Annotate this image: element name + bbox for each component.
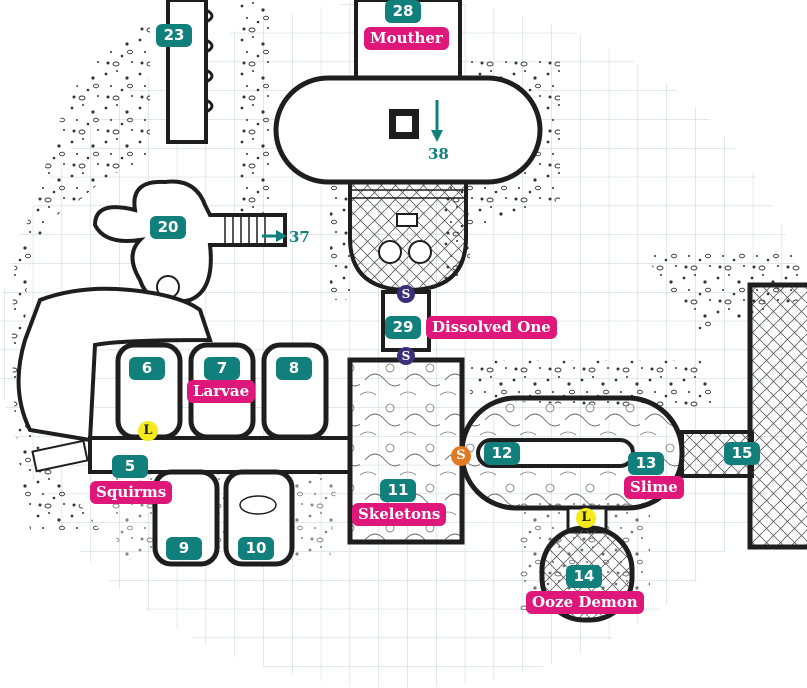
room-28-annex [348, 180, 468, 293]
room-14-tag: 14 [566, 565, 602, 588]
room-15-shape [680, 282, 807, 550]
room-23-tag: 23 [156, 24, 192, 47]
west-cave-shape [16, 286, 213, 443]
marker-l-west: L [138, 421, 158, 441]
room-11-label: Skeletons [352, 503, 447, 526]
room-12-tag: 12 [484, 442, 520, 465]
marker-s-12: S [451, 446, 471, 466]
exit-arrows [262, 100, 443, 242]
exit-37-label: 37 [289, 228, 310, 246]
room-7-tag: 7 [204, 357, 240, 380]
room-11-tag: 11 [380, 479, 416, 502]
exit-38-label: 38 [428, 145, 449, 163]
room-23-shape [166, 0, 214, 144]
room-15-tag: 15 [724, 442, 760, 465]
room-9-tag: 9 [166, 537, 202, 560]
room-28-label: Mouther [364, 27, 449, 50]
marker-l-south: L [576, 508, 596, 528]
marker-s-29-south: S [397, 347, 415, 365]
room-29-tag: 29 [385, 316, 421, 339]
room-28-tag: 28 [385, 0, 421, 23]
marker-s-29-north: S [397, 285, 415, 303]
sarcophagus [31, 439, 89, 473]
room-20-tag: 20 [150, 216, 186, 239]
room-8-tag: 8 [276, 357, 312, 380]
room-13-tag: 13 [628, 452, 664, 475]
room-6-tag: 6 [129, 357, 165, 380]
room-7-label: Larvae [187, 380, 256, 403]
room-5-label: Squirms [90, 481, 173, 504]
room-29-label: Dissolved One [426, 316, 557, 339]
room-10-tag: 10 [238, 537, 274, 560]
room-5-tag: 5 [112, 455, 148, 478]
room-13-label: Slime [624, 476, 684, 499]
room-14-label: Ooze Demon [526, 591, 644, 614]
